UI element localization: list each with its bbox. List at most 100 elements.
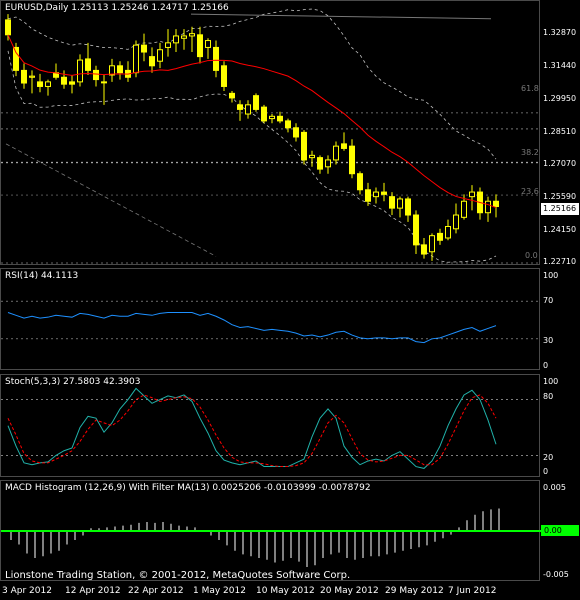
candle-body <box>85 58 91 71</box>
candle-body <box>389 196 395 209</box>
candle-body <box>485 200 491 214</box>
stochastic-main-line <box>7 387 497 469</box>
candle-body <box>197 34 203 58</box>
rsi-axis-label: 70 <box>543 296 554 305</box>
candle-body <box>317 157 323 170</box>
candle-body <box>93 69 99 81</box>
candle-body <box>13 46 19 71</box>
long-ma-line <box>190 13 492 20</box>
candle-body <box>205 40 211 48</box>
rsi-panel[interactable]: RSI(14) 44.1113 <box>0 268 541 370</box>
candle-body <box>61 76 67 85</box>
candle-body <box>445 225 451 239</box>
date-axis-label: 12 Apr 2012 <box>65 586 121 596</box>
price-axis-label: 1.25590 <box>543 192 577 201</box>
rsi-line <box>7 311 497 344</box>
macd-zero-label: 0.00 <box>541 525 579 536</box>
candle-body <box>181 35 187 39</box>
candle-body <box>405 198 411 216</box>
candle-body <box>413 214 419 246</box>
candle-body <box>461 200 467 218</box>
candle-body <box>109 65 115 76</box>
candle-body <box>285 120 291 129</box>
candle-body <box>333 145 339 161</box>
candle-body <box>21 69 27 84</box>
candle-body <box>173 35 179 44</box>
stochastic-chart <box>1 387 541 469</box>
copyright-footer: Lionstone Trading Station, © 2001-2012, … <box>5 570 351 581</box>
price-axis-label: 1.32870 <box>543 28 577 37</box>
fib-label-38-2: 38.2 <box>521 148 539 157</box>
candle-body <box>157 49 163 62</box>
candle-body <box>437 232 443 241</box>
candle-body <box>149 56 155 67</box>
candle-body <box>45 81 51 87</box>
current-price-label: 1.25166 <box>541 203 579 215</box>
candle-body <box>237 104 243 110</box>
candle-body <box>341 143 347 149</box>
price-chart <box>1 8 541 264</box>
candle-body <box>349 145 355 175</box>
rsi-axis-label: 30 <box>543 336 554 345</box>
stochastic-axis-label: 20 <box>543 453 554 462</box>
stochastic-axis-label: 100 <box>543 377 559 386</box>
price-axis-label: 1.27070 <box>543 159 577 168</box>
candle-body <box>5 19 11 36</box>
candle-body <box>133 44 139 74</box>
candle-body <box>261 106 267 122</box>
candle-body <box>229 92 235 99</box>
price-axis-label: 1.28510 <box>543 127 577 136</box>
bollinger-upper-band <box>7 8 497 160</box>
price-panel-title: EURUSD,Daily 1.25113 1.25246 1.24717 1.2… <box>5 3 229 13</box>
date-axis-label: 22 Apr 2012 <box>128 586 184 596</box>
candle-body <box>453 214 459 230</box>
candle-body <box>293 127 299 138</box>
candle-body <box>29 75 35 78</box>
moving-average-line <box>7 34 497 209</box>
candle-body <box>253 95 259 110</box>
date-axis-label: 3 Apr 2012 <box>2 586 52 596</box>
candle-body <box>365 189 371 202</box>
candle-body <box>325 159 331 168</box>
macd-panel[interactable]: MACD Histogram (12,26,9) With Filter MA(… <box>0 480 541 581</box>
candle-body <box>269 115 275 120</box>
macd-axis-label: 0.005 <box>543 483 566 492</box>
price-axis-label: 1.24150 <box>543 225 577 234</box>
candle-body <box>221 65 227 87</box>
date-axis-label: 29 May 2012 <box>385 586 444 596</box>
candle-body <box>429 235 435 253</box>
rsi-axis-label: 100 <box>543 271 559 280</box>
fib-label-61-8: 61.8 <box>521 84 539 93</box>
date-axis-label: 10 May 2012 <box>256 586 315 596</box>
stochastic-axis-label: 80 <box>543 392 554 401</box>
candle-body <box>69 81 75 85</box>
stochastic-panel[interactable]: Stoch(5,3,3) 27.5803 42.3903 <box>0 374 541 477</box>
stochastic-axis-label: 0 <box>543 467 549 476</box>
candle-body <box>37 81 43 87</box>
rsi-panel-title: RSI(14) 44.1113 <box>5 271 79 281</box>
candle-body <box>309 154 315 159</box>
candle-body <box>381 191 387 195</box>
candle-body <box>245 104 251 115</box>
macd-panel-title: MACD Histogram (12,26,9) With Filter MA(… <box>5 483 371 493</box>
price-axis-label: 1.29950 <box>543 94 577 103</box>
bollinger-lower-band <box>7 50 497 263</box>
price-axis-label: 1.31440 <box>543 61 577 70</box>
macd-axis-label: -0.005 <box>543 570 569 579</box>
date-axis-label: 1 May 2012 <box>193 586 246 596</box>
stochastic-panel-title: Stoch(5,3,3) 27.5803 42.3903 <box>5 377 141 387</box>
candle-body <box>421 244 427 255</box>
rsi-axis-label: 0 <box>543 361 549 370</box>
fib-label-0-0: 0.0 <box>525 251 538 260</box>
candle-body <box>117 65 123 74</box>
candle-body <box>469 191 475 198</box>
macd-chart <box>1 508 541 567</box>
candle-body <box>101 81 107 84</box>
price-panel[interactable]: EURUSD,Daily 1.25113 1.25246 1.24717 1.2… <box>0 0 541 265</box>
candle-body <box>493 200 499 208</box>
stochastic-signal-line <box>7 394 497 468</box>
candle-body <box>213 46 219 71</box>
candle-body <box>373 191 379 198</box>
price-axis-label: 1.22710 <box>543 257 577 266</box>
